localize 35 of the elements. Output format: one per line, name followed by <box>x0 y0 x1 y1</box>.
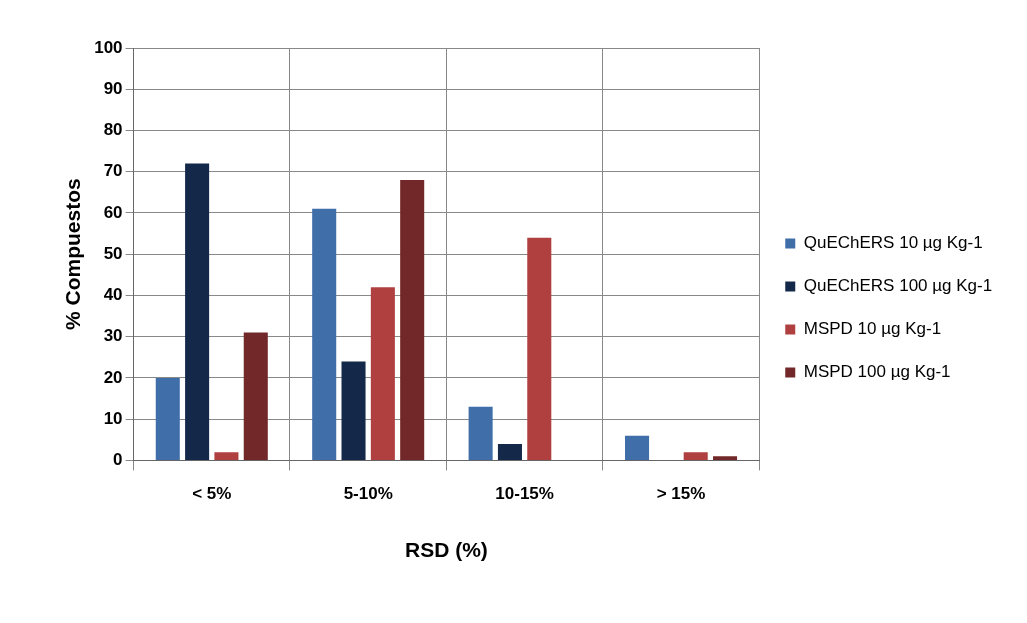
y-tick-label: 30 <box>103 326 123 346</box>
x-axis-title: RSD (%) <box>404 538 488 562</box>
y-tick-label: 20 <box>103 367 123 387</box>
x-tick-label: < 5% <box>192 484 232 504</box>
bar <box>527 237 552 460</box>
bar <box>625 435 650 460</box>
bar <box>713 456 738 460</box>
bar <box>468 406 493 460</box>
y-tick-label: 70 <box>103 161 123 181</box>
x-tick-label: 10-15% <box>495 484 554 504</box>
y-tick-label: 90 <box>103 78 123 98</box>
legend-label: MSPD 100 µg Kg-1 <box>803 362 951 382</box>
bar <box>341 361 366 460</box>
bar <box>214 452 239 460</box>
y-tick-label: 60 <box>103 202 123 222</box>
legend-label: MSPD 10 µg Kg-1 <box>803 319 942 339</box>
legend-label: QuEChERS 10 µg Kg-1 <box>803 233 983 253</box>
legend-label: QuEChERS 100 µg Kg-1 <box>803 276 993 296</box>
y-tick-label: 0 <box>113 450 123 470</box>
x-tick-label: 5-10% <box>343 484 393 504</box>
y-axis-title: % Compuestos <box>61 178 85 331</box>
y-tick-label: 10 <box>103 408 123 428</box>
bar <box>243 332 268 460</box>
y-tick-label: 100 <box>94 37 123 57</box>
y-tick-label: 50 <box>103 243 123 263</box>
bar <box>370 287 395 460</box>
y-tick-label: 40 <box>103 285 123 305</box>
bar <box>312 208 337 460</box>
bar <box>683 452 708 460</box>
bar <box>185 163 210 460</box>
x-tick-label: > 15% <box>656 484 706 504</box>
y-tick-label: 80 <box>103 120 123 140</box>
bar <box>497 443 522 460</box>
bar <box>400 179 425 460</box>
bar <box>155 377 180 460</box>
